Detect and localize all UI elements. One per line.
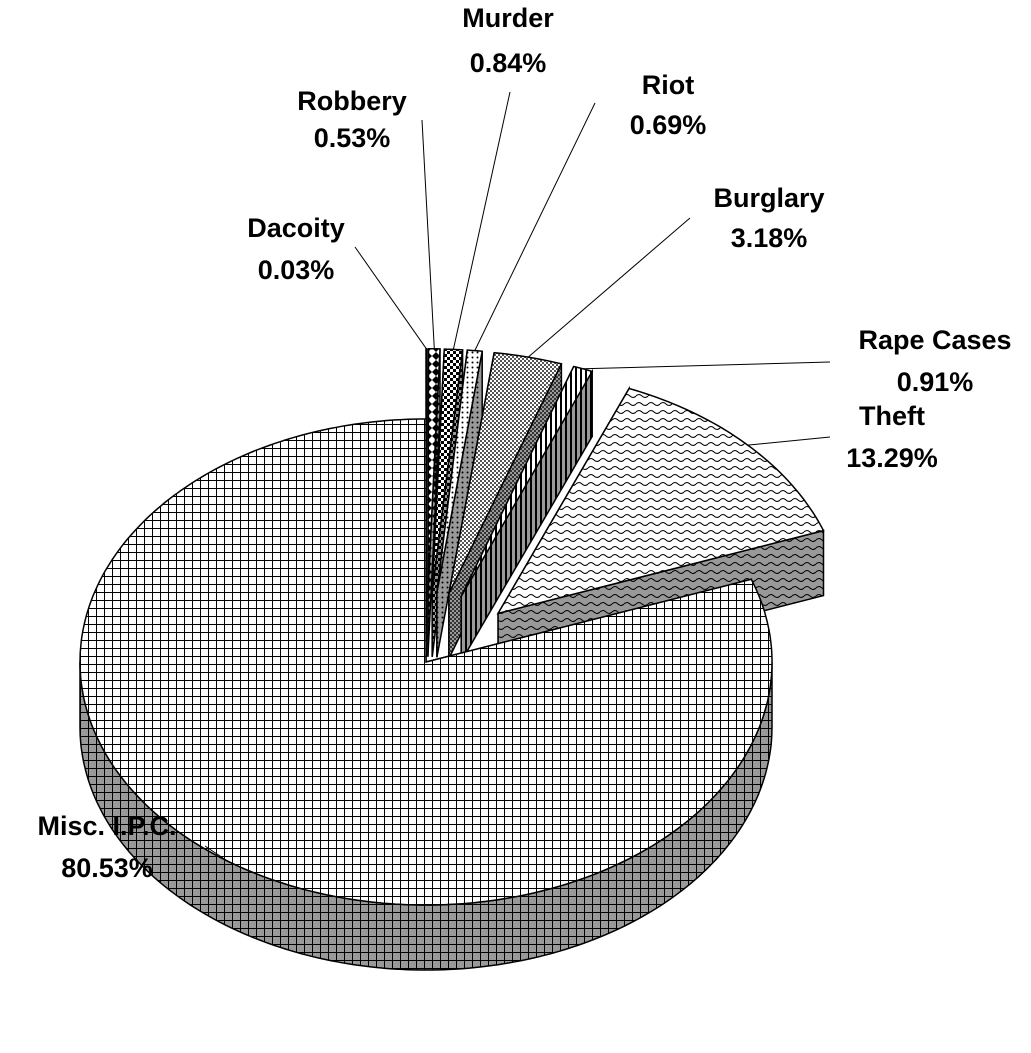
slice-shade [436, 351, 483, 658]
slice-shade [461, 371, 593, 662]
leader-line [421, 119, 435, 349]
slice [436, 349, 484, 593]
slice-shade [427, 348, 440, 657]
slice-label: Misc. I.P.C. [37, 811, 176, 841]
slice-label: Riot [642, 70, 694, 100]
slice-value-label: 80.53% [61, 853, 153, 883]
slice-value-label: 0.03% [258, 255, 335, 285]
slice-label: Burglary [713, 183, 824, 213]
slice-label: Dacoity [247, 213, 345, 243]
leader-line [204, 845, 228, 862]
slice-value-label: 0.69% [630, 110, 707, 140]
slice-shade [80, 662, 772, 970]
leader-line [474, 102, 596, 351]
slice-label: Robbery [297, 86, 407, 116]
slice-value-label: 0.91% [897, 367, 974, 397]
slice-label: Theft [859, 401, 925, 431]
slice-value-label: 0.53% [314, 123, 391, 153]
slice-label: Rape Cases [858, 325, 1011, 355]
leader-line [582, 361, 831, 370]
leader-line [452, 91, 511, 350]
slice-value-label: 0.84% [470, 48, 547, 78]
leader-line [747, 436, 831, 446]
slice-label: Murder [462, 3, 554, 33]
leader-line [354, 246, 427, 350]
slice-value-label: 3.18% [731, 223, 808, 253]
leader-line [527, 217, 691, 358]
slice-value-label: 13.29% [846, 443, 938, 473]
